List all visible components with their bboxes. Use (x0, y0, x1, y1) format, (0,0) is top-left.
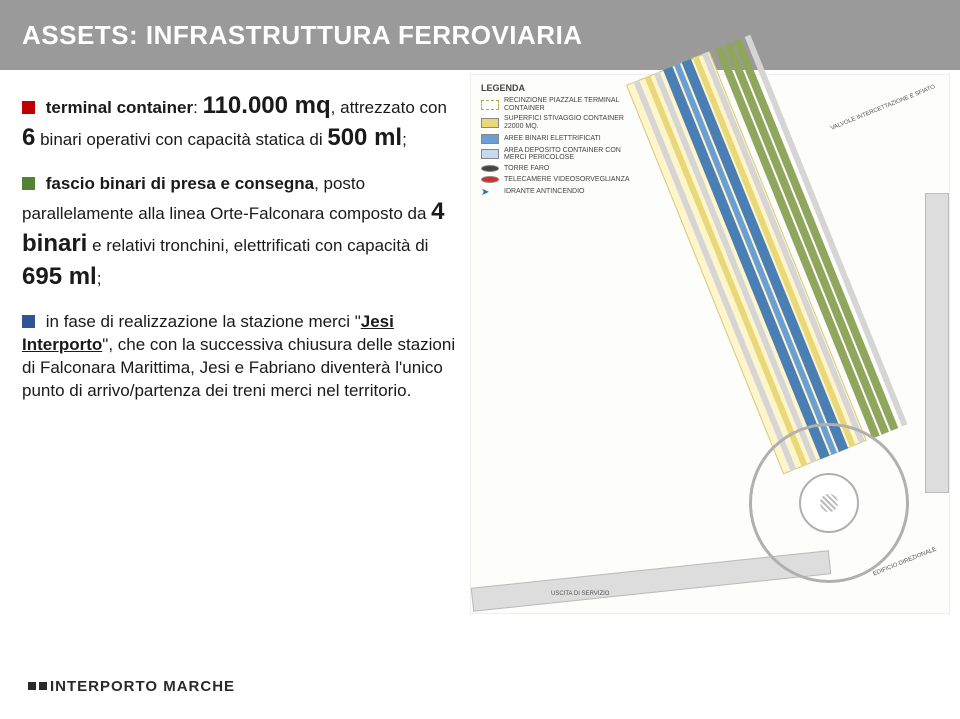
road (925, 193, 949, 493)
bullet1-label: terminal container (46, 98, 193, 117)
legend-row: ➤ IDRANTE ANTINCENDIO (481, 187, 631, 198)
roundabout (749, 423, 909, 583)
bullet2-t3: ; (97, 269, 102, 288)
bullet1-sep: : (193, 98, 202, 117)
legend-row: TELECAMERE VIDEOSORVEGLIANZA (481, 176, 631, 184)
legend-box: LEGENDA RECINZIONE PIAZZALE TERMINAL CON… (481, 83, 631, 201)
legend-label: IDRANTE ANTINCENDIO (504, 188, 631, 196)
page-title: ASSETS: INFRASTRUTTURA FERROVIARIA (22, 20, 583, 51)
legend-swatch-icon (481, 118, 499, 128)
bullet-fascio: fascio binari di presa e consegna, posto… (22, 173, 462, 293)
legend-label: AREE BINARI ELETTRIFICATI (504, 135, 631, 143)
diagram-label: USCITA DI SERVIZIO (551, 591, 609, 597)
legend-row: AREA DEPOSITO CONTAINER CON MERCI PERICO… (481, 147, 631, 162)
legend-label: TELECAMERE VIDEOSORVEGLIANZA (504, 176, 631, 184)
legend-row: RECINZIONE PIAZZALE TERMINAL CONTAINER (481, 97, 631, 112)
legend-label: TORRE FARO (504, 165, 631, 173)
bullet-terminal: terminal container: 110.000 mq, attrezza… (22, 90, 462, 155)
legend-label: SUPERFICI STIVAGGIO CONTAINER 22000 MQ. (504, 115, 631, 130)
bullet1-count: 6 (22, 124, 35, 151)
legend-swatch-icon (481, 149, 499, 159)
legend-row: SUPERFICI STIVAGGIO CONTAINER 22000 MQ. (481, 115, 631, 130)
bullet1-t1: , attrezzato con (331, 98, 447, 117)
bullet1-capacity: 500 ml (327, 124, 402, 151)
bullet3-t1: in fase di realizzazione la stazione mer… (46, 312, 361, 331)
legend-swatch-icon (481, 165, 499, 172)
site-plan-diagram: LEGENDA RECINZIONE PIAZZALE TERMINAL CON… (470, 74, 950, 614)
bullet1-t2: binari operativi con capacità statica di (35, 130, 327, 149)
roundabout-center (820, 494, 838, 512)
square-bullet-icon (22, 177, 35, 190)
logo-square-icon (28, 682, 36, 690)
rail-yard (626, 0, 960, 474)
bullet2-capacity: 695 ml (22, 263, 97, 290)
bullet-list: terminal container: 110.000 mq, attrezza… (22, 90, 462, 421)
bullet1-area: 110.000 mq (203, 92, 331, 119)
legend-label: RECINZIONE PIAZZALE TERMINAL CONTAINER (504, 97, 631, 112)
logo-square-icon (39, 682, 47, 690)
legend-swatch-icon: ➤ (481, 187, 499, 198)
bullet-stazione: in fase di realizzazione la stazione mer… (22, 311, 462, 403)
legend-swatch-icon (481, 100, 499, 110)
legend-label: AREA DEPOSITO CONTAINER CON MERCI PERICO… (504, 147, 631, 162)
footer-logo-text: INTERPORTO MARCHE (50, 678, 235, 695)
bullet1-t3: ; (402, 130, 407, 149)
bullet2-label: fascio binari di presa e consegna (46, 174, 314, 193)
legend-swatch-icon (481, 176, 499, 183)
roundabout-inner (799, 473, 859, 533)
square-bullet-icon (22, 101, 35, 114)
bullet2-t2: e relativi tronchini, elettrificati con … (87, 236, 428, 255)
legend-row: AREE BINARI ELETTRIFICATI (481, 134, 631, 144)
square-bullet-icon (22, 315, 35, 328)
legend-row: TORRE FARO (481, 165, 631, 173)
footer-logo: INTERPORTO MARCHE (28, 678, 235, 695)
legend-swatch-icon (481, 134, 499, 144)
legend-title: LEGENDA (481, 83, 631, 93)
slide-page: ASSETS: INFRASTRUTTURA FERROVIARIA termi… (0, 0, 960, 719)
